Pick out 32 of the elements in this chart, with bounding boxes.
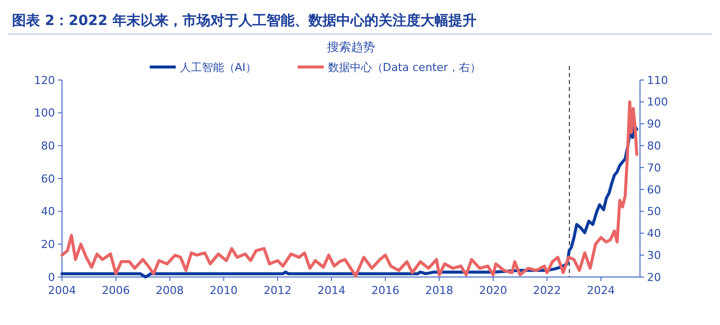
x-tick-label: 2014 xyxy=(317,284,346,297)
y2-tick-label: 100 xyxy=(647,96,668,109)
x-tick-label: 2006 xyxy=(102,284,130,297)
x-tick-label: 2022 xyxy=(533,284,562,297)
y2-tick-label: 30 xyxy=(647,248,661,262)
x-tick-label: 2018 xyxy=(425,284,454,297)
y-tick-label: 120 xyxy=(34,74,55,87)
x-tick-label: 2020 xyxy=(479,284,508,297)
y2-tick-label: 20 xyxy=(647,270,661,284)
chart-subtitle: 搜索趋势 xyxy=(327,40,375,54)
chart-title: 图表 2：2022 年末以来，市场对于人工智能、数据中心的关注度大幅提升 xyxy=(12,12,476,29)
x-tick-label: 2016 xyxy=(371,284,400,297)
y2-tick-label: 90 xyxy=(647,118,661,131)
x-tick-label: 2004 xyxy=(48,284,76,297)
x-tick-label: 2024 xyxy=(586,284,615,297)
y-tick-label: 80 xyxy=(41,140,55,153)
y-tick-label: 60 xyxy=(41,172,55,186)
x-tick-label: 2012 xyxy=(264,284,292,297)
y2-tick-label: 40 xyxy=(647,227,661,240)
legend-label: 数据中心（Data center，右） xyxy=(328,60,481,74)
y-tick-label: 0 xyxy=(48,270,55,284)
y-tick-label: 40 xyxy=(41,205,55,218)
y2-tick-label: 50 xyxy=(647,205,661,218)
x-tick-label: 2008 xyxy=(156,284,184,297)
y2-tick-label: 60 xyxy=(647,183,661,196)
y-tick-label: 20 xyxy=(41,238,55,252)
y2-tick-label: 80 xyxy=(647,140,661,153)
legend-label: 人工智能（AI） xyxy=(180,60,257,74)
x-tick-label: 2010 xyxy=(210,284,238,297)
y2-tick-label: 110 xyxy=(647,74,668,87)
y-tick-label: 100 xyxy=(34,106,55,120)
y2-tick-label: 70 xyxy=(647,161,661,174)
